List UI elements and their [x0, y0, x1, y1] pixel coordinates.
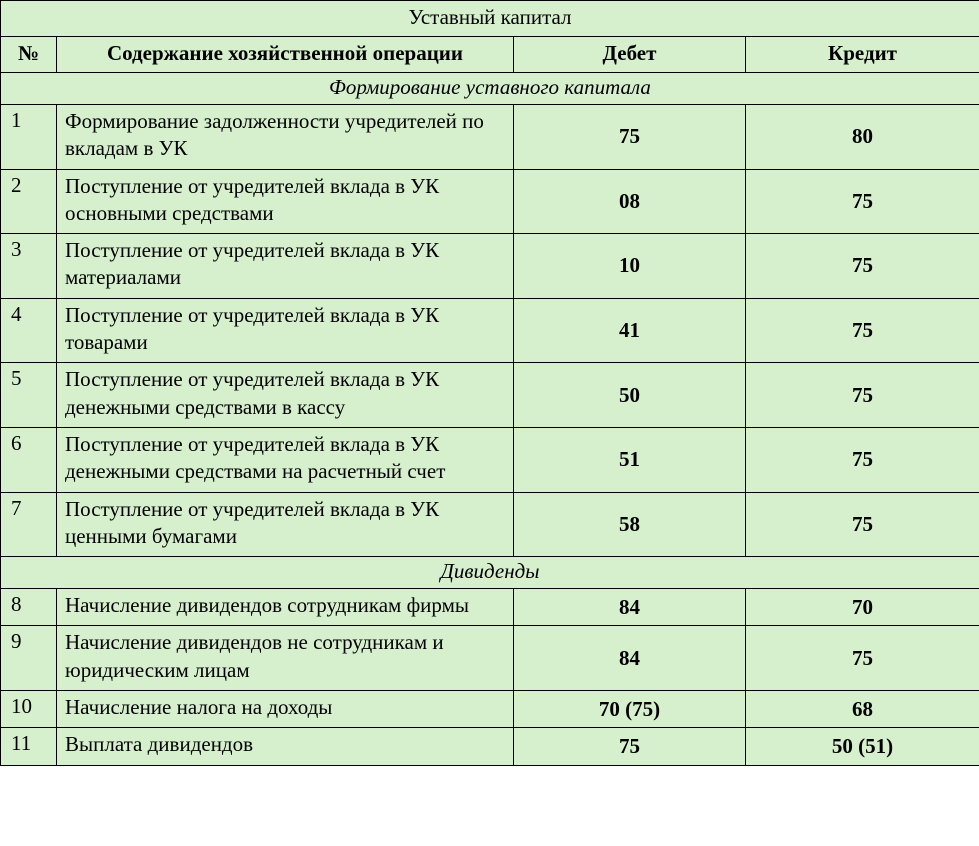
row-num: 2 [1, 169, 57, 234]
title-row: Уставный капитал [1, 1, 979, 37]
section-heading-row: Формирование уставного капитала [1, 73, 979, 105]
row-num: 8 [1, 589, 57, 626]
table-body: Уставный капитал № Содержание хозяйствен… [1, 1, 979, 766]
row-desc: Поступление от учредителей вклада в УК т… [57, 298, 514, 363]
row-desc: Формирование задолженности учредителей п… [57, 105, 514, 170]
row-credit: 75 [746, 169, 979, 234]
table-row: 4 Поступление от учредителей вклада в УК… [1, 298, 979, 363]
header-debit: Дебет [514, 37, 746, 73]
row-debit: 70 (75) [514, 691, 746, 728]
table-row: 6 Поступление от учредителей вклада в УК… [1, 427, 979, 492]
row-credit: 50 (51) [746, 728, 979, 765]
row-debit: 41 [514, 298, 746, 363]
row-num: 6 [1, 427, 57, 492]
table-row: 7 Поступление от учредителей вклада в УК… [1, 492, 979, 557]
header-credit: Кредит [746, 37, 979, 73]
row-num: 7 [1, 492, 57, 557]
row-credit: 75 [746, 492, 979, 557]
accounting-table: Уставный капитал № Содержание хозяйствен… [0, 0, 979, 766]
table-row: 2 Поступление от учредителей вклада в УК… [1, 169, 979, 234]
row-credit: 68 [746, 691, 979, 728]
table-row: 10 Начисление налога на доходы 70 (75) 6… [1, 691, 979, 728]
header-row: № Содержание хозяйственной операции Дебе… [1, 37, 979, 73]
row-debit: 08 [514, 169, 746, 234]
row-desc: Поступление от учредителей вклада в УК о… [57, 169, 514, 234]
table-row: 11 Выплата дивидендов 75 50 (51) [1, 728, 979, 765]
row-debit: 75 [514, 728, 746, 765]
row-credit: 75 [746, 298, 979, 363]
table-row: 5 Поступление от учредителей вклада в УК… [1, 363, 979, 428]
row-credit: 80 [746, 105, 979, 170]
row-debit: 58 [514, 492, 746, 557]
row-desc: Начисление дивидендов не сотрудникам и ю… [57, 626, 514, 691]
row-num: 5 [1, 363, 57, 428]
header-desc: Содержание хозяйственной операции [57, 37, 514, 73]
row-desc: Поступление от учредителей вклада в УК д… [57, 427, 514, 492]
header-num: № [1, 37, 57, 73]
row-credit: 70 [746, 589, 979, 626]
table-row: 9 Начисление дивидендов не сотрудникам и… [1, 626, 979, 691]
table-row: 8 Начисление дивидендов сотрудникам фирм… [1, 589, 979, 626]
row-num: 11 [1, 728, 57, 765]
section-heading-row: Дивиденды [1, 557, 979, 589]
table-row: 1 Формирование задолженности учредителей… [1, 105, 979, 170]
row-debit: 84 [514, 589, 746, 626]
table-container: Уставный капитал № Содержание хозяйствен… [0, 0, 979, 766]
table-title: Уставный капитал [1, 1, 979, 37]
row-debit: 51 [514, 427, 746, 492]
row-desc: Поступление от учредителей вклада в УК д… [57, 363, 514, 428]
row-credit: 75 [746, 626, 979, 691]
row-debit: 84 [514, 626, 746, 691]
row-debit: 50 [514, 363, 746, 428]
row-num: 3 [1, 234, 57, 299]
row-desc: Начисление дивидендов сотрудникам фирмы [57, 589, 514, 626]
section-heading: Дивиденды [1, 557, 979, 589]
table-row: 3 Поступление от учредителей вклада в УК… [1, 234, 979, 299]
row-credit: 75 [746, 363, 979, 428]
row-num: 9 [1, 626, 57, 691]
row-num: 10 [1, 691, 57, 728]
row-desc: Поступление от учредителей вклада в УК м… [57, 234, 514, 299]
row-desc: Выплата дивидендов [57, 728, 514, 765]
row-debit: 10 [514, 234, 746, 299]
row-num: 4 [1, 298, 57, 363]
row-credit: 75 [746, 427, 979, 492]
row-credit: 75 [746, 234, 979, 299]
row-desc: Начисление налога на доходы [57, 691, 514, 728]
section-heading: Формирование уставного капитала [1, 73, 979, 105]
row-desc: Поступление от учредителей вклада в УК ц… [57, 492, 514, 557]
row-debit: 75 [514, 105, 746, 170]
row-num: 1 [1, 105, 57, 170]
